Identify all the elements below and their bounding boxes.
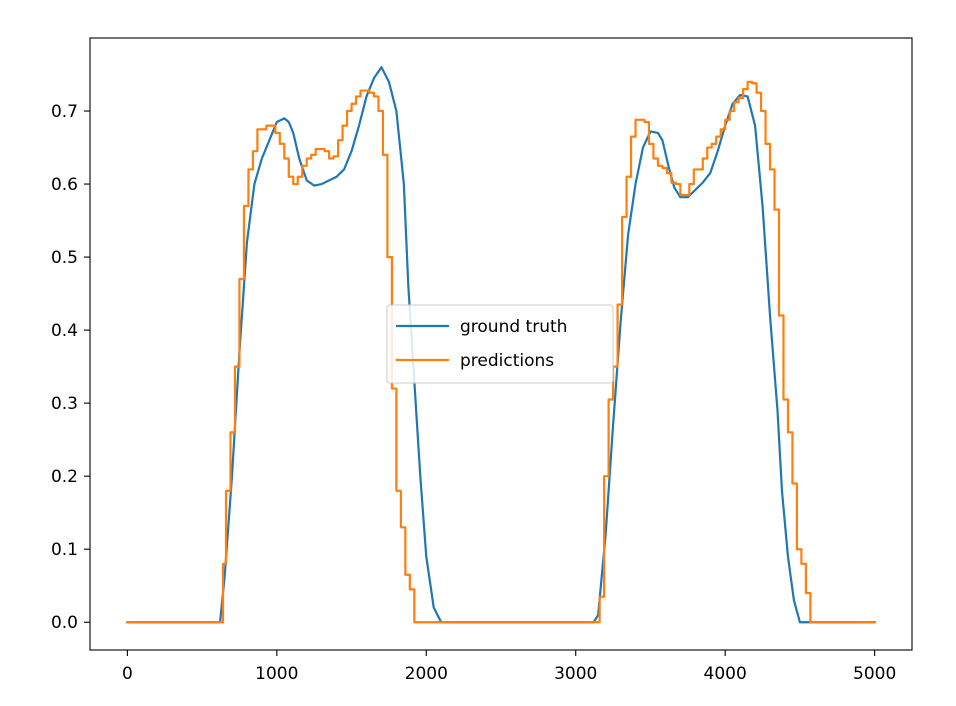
axes: 0 1000 2000 3000 4000 5000 0.0 0.1 0.2 0.3 0.4 0.5 0… xyxy=(51,37,913,684)
x-tick-label: 4000 xyxy=(704,664,747,684)
plot-area xyxy=(126,66,876,624)
y-tick-label: 0.7 xyxy=(51,102,78,122)
series-line-predictions xyxy=(126,80,876,624)
x-tick-label: 2000 xyxy=(405,664,448,684)
axes-frame xyxy=(89,37,913,651)
y-tick-label: 0.5 xyxy=(51,248,78,268)
y-tick-label: 0.3 xyxy=(51,394,78,414)
legend-label: predictions xyxy=(460,351,554,371)
x-tick-label: 0 xyxy=(122,664,133,684)
y-tick-label: 0.1 xyxy=(51,540,78,560)
legend-label: ground truth xyxy=(460,317,567,337)
y-tick-label: 0.2 xyxy=(51,467,78,487)
y-tick-label: 0.6 xyxy=(51,175,78,195)
legend: ground truth predictions xyxy=(386,304,614,384)
x-tick-label: 1000 xyxy=(255,664,298,684)
y-tick-label: 0.4 xyxy=(51,321,78,341)
x-tick-label: 3000 xyxy=(554,664,597,684)
y-tick-label: 0.0 xyxy=(51,613,78,633)
legend-box xyxy=(386,304,614,384)
x-tick-label: 5000 xyxy=(853,664,896,684)
